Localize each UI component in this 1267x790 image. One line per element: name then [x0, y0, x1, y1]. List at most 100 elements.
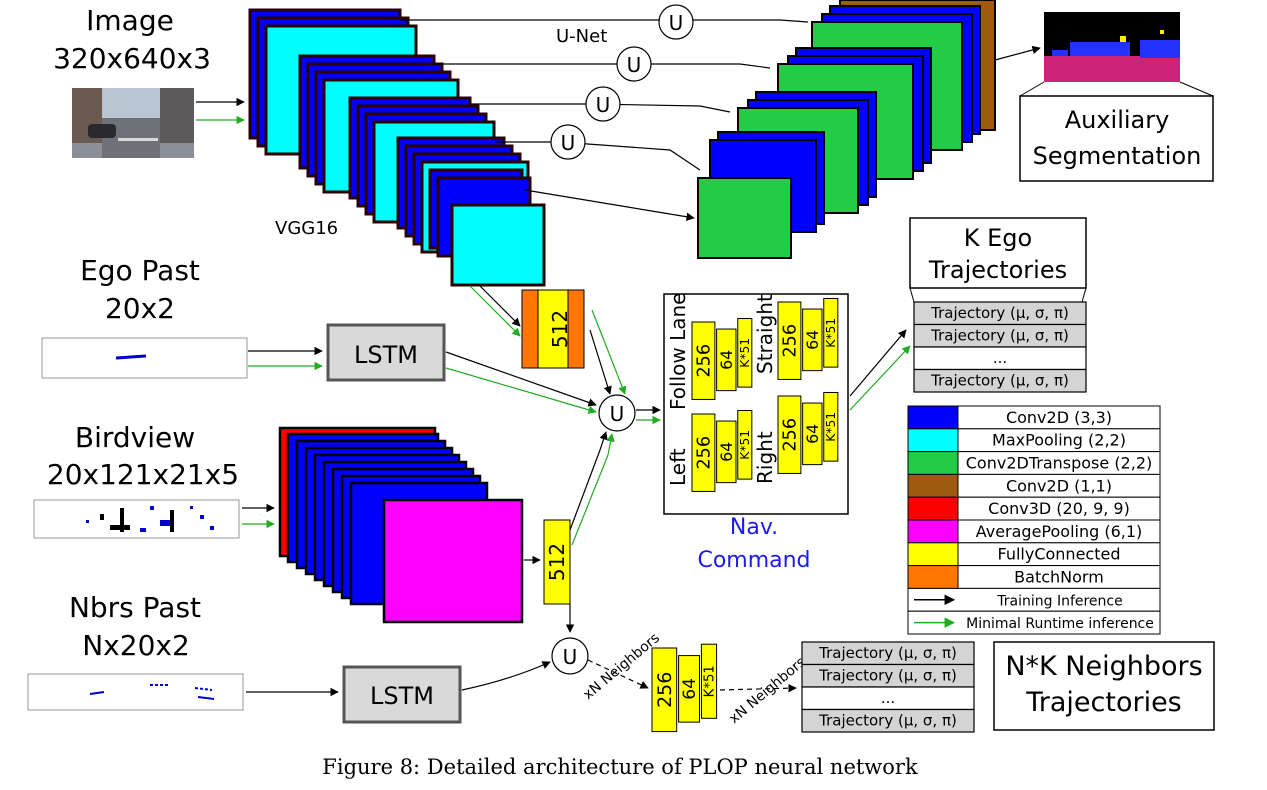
ego-traj-row-label: ... [993, 349, 1007, 367]
fc-layer [802, 402, 823, 466]
segmentation-image [1044, 12, 1180, 82]
nav-to-traj-minimal-arrow [849, 345, 911, 411]
legend-swatch [907, 428, 959, 453]
legend-swatch [907, 405, 959, 430]
ego-traj-row-label: Trajectory (μ, σ, π) [930, 304, 1069, 322]
ego-lstm-box [326, 323, 446, 382]
nbr-traj-title-2: Trajectories [1025, 687, 1182, 718]
birdview-plot [33, 499, 240, 539]
street-image-thumbnail [72, 88, 194, 158]
fc-layer-label: 256 [781, 418, 801, 452]
legend-swatch [907, 496, 959, 521]
fc-layer-label: K*51 [738, 430, 752, 460]
fc-layer-label: K*51 [824, 412, 838, 442]
legend-swatch [907, 451, 959, 475]
unet-u-node-3 [585, 86, 621, 122]
unet-skip-connections [400, 19, 809, 171]
fc-layer [737, 317, 753, 388]
fc-layer-label: 256 [695, 436, 715, 470]
nav-right-label: Right [753, 431, 777, 484]
vgg-to-bn-arrow [479, 285, 521, 327]
vgg16-encoder-stack [248, 8, 546, 287]
ego-traj-title-box [909, 217, 1087, 289]
fc-layer [737, 409, 753, 480]
vgg-to-bn-minimal-arrow [469, 285, 521, 337]
birdview-title: Birdview [75, 421, 195, 454]
fc-layer-label: 256 [654, 672, 676, 708]
unet-u-label-4: U [561, 131, 576, 155]
nav-head-straight: 256 64 K*51 [777, 297, 839, 380]
nbr-traj-title-1: N*K Neighbors [1005, 651, 1202, 682]
image-dims: 320x640x3 [53, 42, 211, 75]
bn-to-u-minimal-arrow [591, 309, 627, 395]
ego-traj-row-label: Trajectory (μ, σ, π) [930, 327, 1069, 345]
fc-layer [678, 655, 700, 723]
nav-follow-lane-label: Follow Lane [666, 293, 690, 410]
fc-to-u-arrow [569, 431, 608, 531]
bn-to-u-arrow [589, 329, 612, 395]
command-label: Command [697, 548, 810, 573]
ego-trajectory-table: Trajectory (μ, σ, π) Trajectory (μ, σ, π)… [913, 301, 1087, 393]
ego-traj-title-2: Trajectories [928, 256, 1067, 284]
unet-u-node-4 [550, 124, 586, 160]
fc-layer-label: 64 [717, 350, 736, 370]
fc-layer-label: 256 [781, 324, 801, 358]
fc-layer [777, 301, 802, 380]
legend-label: Conv2D (1,1) [1006, 476, 1112, 495]
birdview-fc-512 [543, 519, 571, 605]
nbr-lstm-label: LSTM [370, 682, 434, 710]
unet-skip-markers: U U U U [550, 4, 694, 160]
legend-arrow-label: Minimal Runtime inference [966, 616, 1154, 632]
nav-label: Nav. [730, 515, 778, 540]
nav-head-left: 256 64 K*51 [691, 409, 753, 492]
legend-label: MaxPooling (2,2) [992, 431, 1126, 450]
unet-u-node-2 [616, 46, 652, 82]
legend-label: Conv2DTranspose (2,2) [966, 453, 1153, 472]
fc-to-u-minimal-arrow [571, 433, 615, 546]
fc-layer [716, 420, 737, 484]
fc-layer [823, 391, 839, 462]
lstm-to-u-arrow [445, 351, 597, 407]
nbr-traj-row-label: Trajectory (μ, σ, π) [818, 667, 957, 685]
fc-layer [777, 395, 802, 474]
merge-u-label: U [610, 402, 625, 426]
ego-traj-row [913, 368, 1087, 393]
segmentation-box [1019, 95, 1214, 182]
fc-layer-label: K*51 [824, 318, 838, 348]
fc-layer-label: 64 [803, 330, 822, 350]
ego-past-title: Ego Past [80, 254, 200, 287]
unet-decoder-stack [697, 0, 996, 259]
vgg-layer [450, 203, 546, 287]
ego-lstm-label: LSTM [354, 341, 418, 369]
nbr-lstm-to-u-arrow [461, 661, 551, 691]
batchnorm-512-block: 512 [521, 289, 585, 369]
vgg16-label: VGG16 [275, 218, 338, 239]
nbr-lstm-box [342, 665, 462, 724]
legend-arrow-row [907, 610, 1161, 635]
nbr-traj-row-label: ... [881, 689, 895, 707]
ego-traj-row-label: Trajectory (μ, σ, π) [930, 372, 1069, 390]
nbr-head: 256 64 K*51 [651, 643, 718, 733]
fc-layer [802, 308, 823, 372]
bn-512-label: 512 [548, 310, 572, 348]
nav-head-follow-lane: 256 64 K*51 [691, 317, 753, 400]
ego-past-dims: 20x2 [105, 292, 175, 325]
legend-swatch [907, 473, 959, 498]
nbrs-past-dims: Nx20x2 [82, 629, 190, 662]
nav-head-right: 256 64 K*51 [777, 391, 839, 474]
nbr-traj-row [801, 708, 975, 733]
fc-layer-label: 64 [680, 678, 700, 700]
lstm-to-u-minimal-arrow [445, 367, 597, 414]
legend-label: Conv2D (3,3) [1006, 408, 1112, 427]
unet-label: U-Net [556, 26, 607, 47]
nbr-traj-row-label: Trajectory (μ, σ, π) [818, 644, 957, 662]
unet-u-node-1 [658, 4, 694, 40]
nbr-traj-row-label: Trajectory (μ, σ, π) [818, 712, 957, 730]
fc-layer-label: 64 [717, 442, 736, 462]
nbr-u-node [551, 637, 589, 675]
ego-traj-title-1: K Ego [964, 224, 1032, 252]
fc-layer [716, 328, 737, 392]
